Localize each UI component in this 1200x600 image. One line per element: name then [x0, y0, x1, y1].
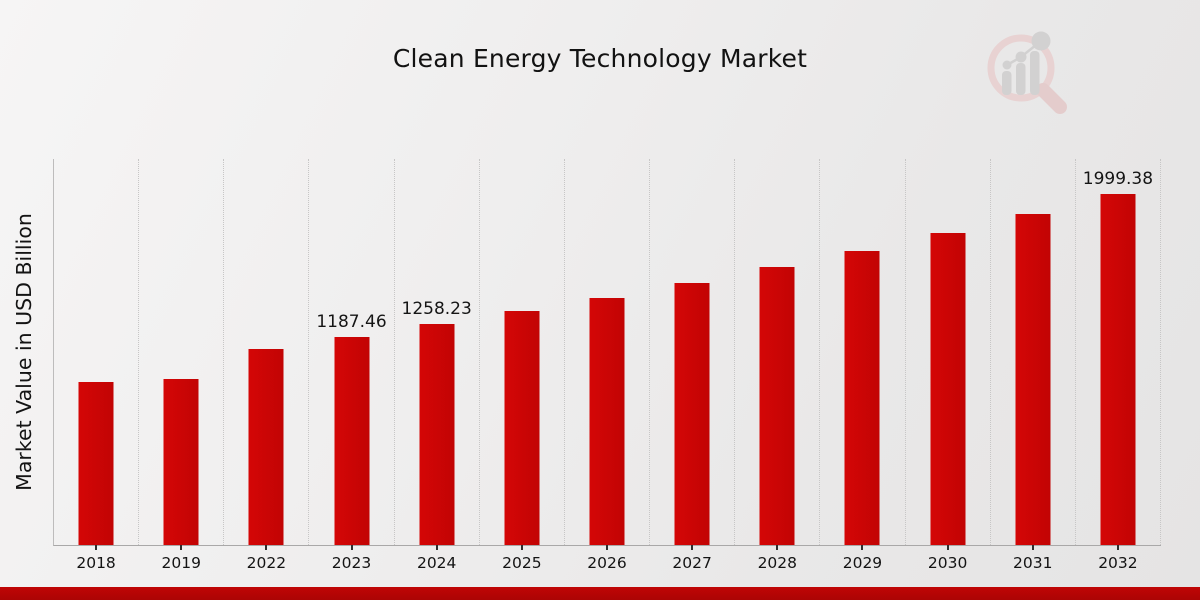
bar-2028	[759, 266, 795, 545]
x-tick-label-2022: 2022	[246, 554, 287, 572]
category-slot-2025: 2025	[480, 159, 565, 572]
x-tick-label-2018: 2018	[76, 554, 116, 572]
bar-2025	[504, 310, 540, 545]
x-axis-tick	[180, 545, 183, 550]
category-slot-2024: 1258.23 2024	[395, 159, 480, 572]
x-axis-tick	[861, 545, 864, 550]
x-axis-tick	[1031, 545, 1034, 550]
category-slot-2026: 2026	[565, 159, 651, 572]
x-axis-tick	[95, 545, 98, 550]
x-tick-label-2029: 2029	[842, 554, 883, 572]
category-slot-2031: 2031	[991, 159, 1076, 572]
magnifier-barchart-logo-icon	[987, 31, 1067, 114]
bar-2024	[419, 324, 455, 545]
category-slot-2023: 1187.46 2023	[309, 159, 395, 572]
x-axis-tick	[520, 545, 523, 550]
category-slot-2030: 2030	[906, 159, 991, 572]
x-tick-label-2024: 2024	[416, 554, 457, 572]
x-tick-label-2019: 2019	[161, 554, 201, 572]
bar-2031	[1015, 214, 1051, 545]
x-tick-label-2030: 2030	[927, 554, 968, 572]
x-tick-label-2032: 2032	[1098, 554, 1138, 572]
bar-2023	[334, 336, 370, 545]
bar-2026	[589, 297, 625, 545]
category-slot-2022: 2022	[224, 159, 310, 572]
x-tick-label-2028: 2028	[757, 554, 798, 572]
category-slot-2032: 1999.38 2032	[1076, 159, 1161, 572]
category-slot-2029: 2029	[820, 159, 906, 572]
x-axis-tick	[605, 545, 608, 550]
x-tick-label-2031: 2031	[1013, 554, 1053, 572]
x-axis-tick	[776, 545, 779, 550]
x-tick-label-2027: 2027	[672, 554, 712, 572]
x-axis-tick	[350, 545, 353, 550]
plot-area: 2018 2019 2022 1187.46 2023 1258.23 2024 2025 20…	[53, 159, 1161, 572]
x-axis-tick	[435, 545, 438, 550]
bar-2027	[674, 282, 710, 545]
category-slot-2027: 2027	[650, 159, 736, 572]
bar-value-label-2032: 1999.38	[1082, 169, 1154, 190]
bar-2029	[844, 251, 880, 545]
category-slot-2018: 2018	[54, 159, 140, 572]
x-axis-tick	[1116, 545, 1119, 550]
bar-value-label-2024: 1258.23	[401, 299, 472, 320]
x-tick-label-2026: 2026	[587, 554, 627, 572]
bar-2018	[78, 381, 114, 545]
bar-2019	[163, 379, 199, 545]
x-axis-tick	[265, 545, 268, 550]
bar-2022	[248, 348, 284, 545]
bar-2030	[930, 232, 966, 545]
y-axis-title: Market Value in USD Billion	[12, 213, 36, 491]
category-slot-2028: 2028	[735, 159, 821, 572]
x-axis-tick	[946, 545, 949, 550]
bar-2032	[1100, 194, 1136, 545]
x-axis-tick	[691, 545, 694, 550]
bar-value-label-2023: 1187.46	[316, 311, 387, 332]
footer-red-bar	[0, 587, 1200, 600]
chart-title: Clean Energy Technology Market	[392, 44, 808, 73]
x-tick-label-2025: 2025	[502, 554, 542, 572]
x-tick-label-2023: 2023	[331, 554, 372, 572]
category-slot-2019: 2019	[139, 159, 225, 572]
